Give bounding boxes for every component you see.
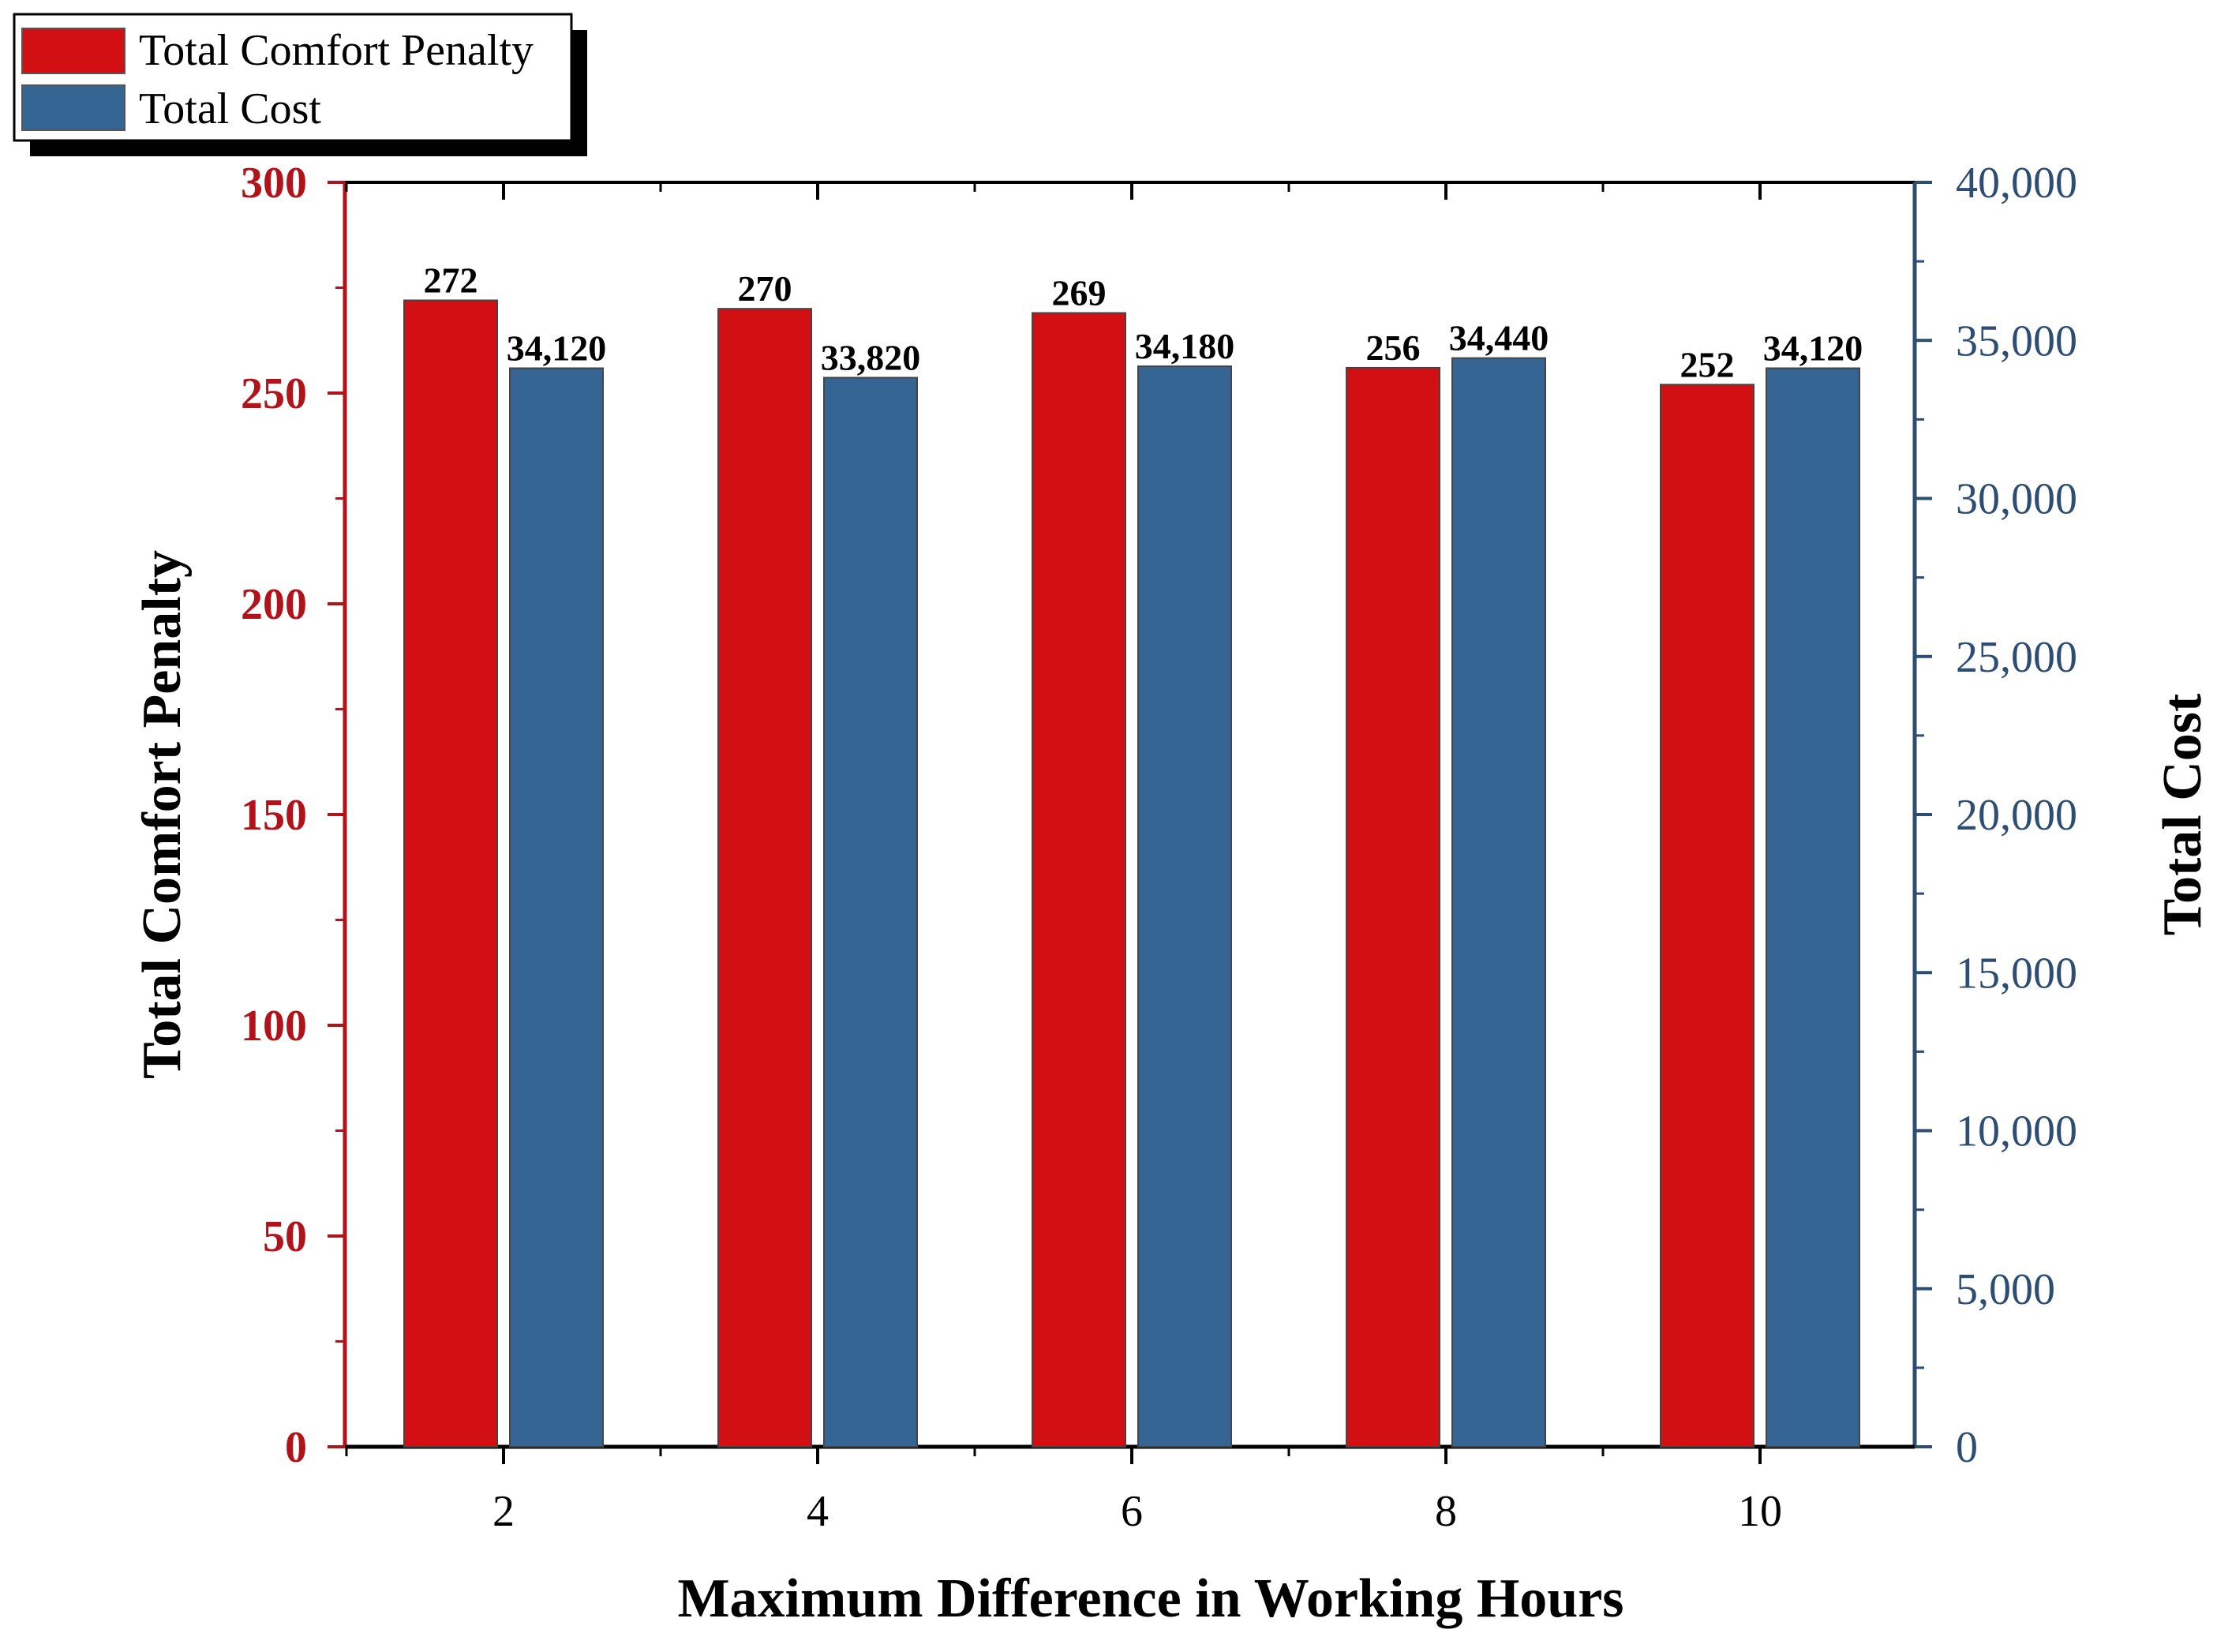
left-tick-label: 150	[241, 791, 307, 840]
legend-swatch-comfort-penalty	[21, 28, 125, 74]
left-axis-title: Total Comfort Penalty	[132, 550, 193, 1079]
bar-total-cost	[823, 376, 918, 1448]
left-tick-label: 100	[241, 1002, 307, 1051]
legend-label-total-cost: Total Cost	[139, 84, 321, 133]
data-label-total-cost: 34,120	[1763, 328, 1863, 368]
right-tick-label: 25,000	[1956, 633, 2077, 682]
bar-total-cost	[509, 367, 604, 1448]
bar-comfort-penalty	[1346, 366, 1440, 1448]
left-tick-label: 50	[263, 1212, 307, 1261]
left-tick-label: 300	[241, 159, 307, 208]
left-tick-label: 250	[241, 369, 307, 418]
right-tick-label: 35,000	[1956, 317, 2077, 365]
x-tick-label: 2	[492, 1487, 515, 1536]
data-label-comfort-penalty: 252	[1680, 344, 1735, 384]
right-tick-label: 5,000	[1956, 1265, 2055, 1314]
data-label-comfort-penalty: 270	[738, 268, 792, 309]
right-axis-title: Total Cost	[2152, 694, 2213, 936]
bar-total-cost	[1451, 357, 1546, 1448]
x-axis-title: Maximum Difference in Working Hours	[677, 1568, 1623, 1629]
data-labels-group: 272 34,120 270 33,820 269 34,180 256 34,440 252 3…	[424, 260, 1863, 385]
left-tick-label: 0	[285, 1423, 307, 1472]
data-label-total-cost: 33,820	[821, 338, 921, 378]
data-label-total-cost: 34,440	[1449, 318, 1549, 358]
bar-comfort-penalty	[1660, 384, 1755, 1448]
x-tick-label: 8	[1435, 1487, 1457, 1536]
legend: Total Comfort Penalty Total Cost	[13, 13, 587, 156]
bar-comfort-penalty	[1032, 312, 1126, 1448]
x-tick-label: 6	[1121, 1487, 1143, 1536]
data-label-total-cost: 34,180	[1135, 326, 1235, 366]
bar-total-cost	[1137, 365, 1232, 1448]
right-tick-label: 10,000	[1956, 1107, 2077, 1156]
left-tick-label: 200	[241, 580, 307, 629]
bar-comfort-penalty	[403, 299, 498, 1448]
data-label-comfort-penalty: 269	[1052, 273, 1107, 313]
ticks-group: 2 4 6 8 1005010015020025030005,00010,00015,0…	[241, 159, 2077, 1536]
legend-swatch-total-cost	[21, 84, 125, 131]
x-tick-label: 10	[1738, 1487, 1782, 1536]
bar-comfort-penalty	[717, 308, 812, 1448]
data-label-comfort-penalty: 256	[1366, 328, 1421, 368]
bar-total-cost	[1766, 367, 1860, 1448]
right-tick-label: 20,000	[1956, 791, 2077, 840]
data-label-comfort-penalty: 272	[424, 260, 478, 301]
bars-group	[403, 299, 1860, 1448]
right-tick-label: 0	[1956, 1423, 1978, 1472]
right-tick-label: 40,000	[1956, 159, 2077, 208]
right-tick-label: 15,000	[1956, 949, 2077, 998]
data-label-total-cost: 34,120	[507, 328, 607, 368]
legend-label-comfort-penalty: Total Comfort Penalty	[139, 26, 534, 75]
x-tick-label: 4	[807, 1487, 829, 1536]
right-tick-label: 30,000	[1956, 475, 2077, 524]
